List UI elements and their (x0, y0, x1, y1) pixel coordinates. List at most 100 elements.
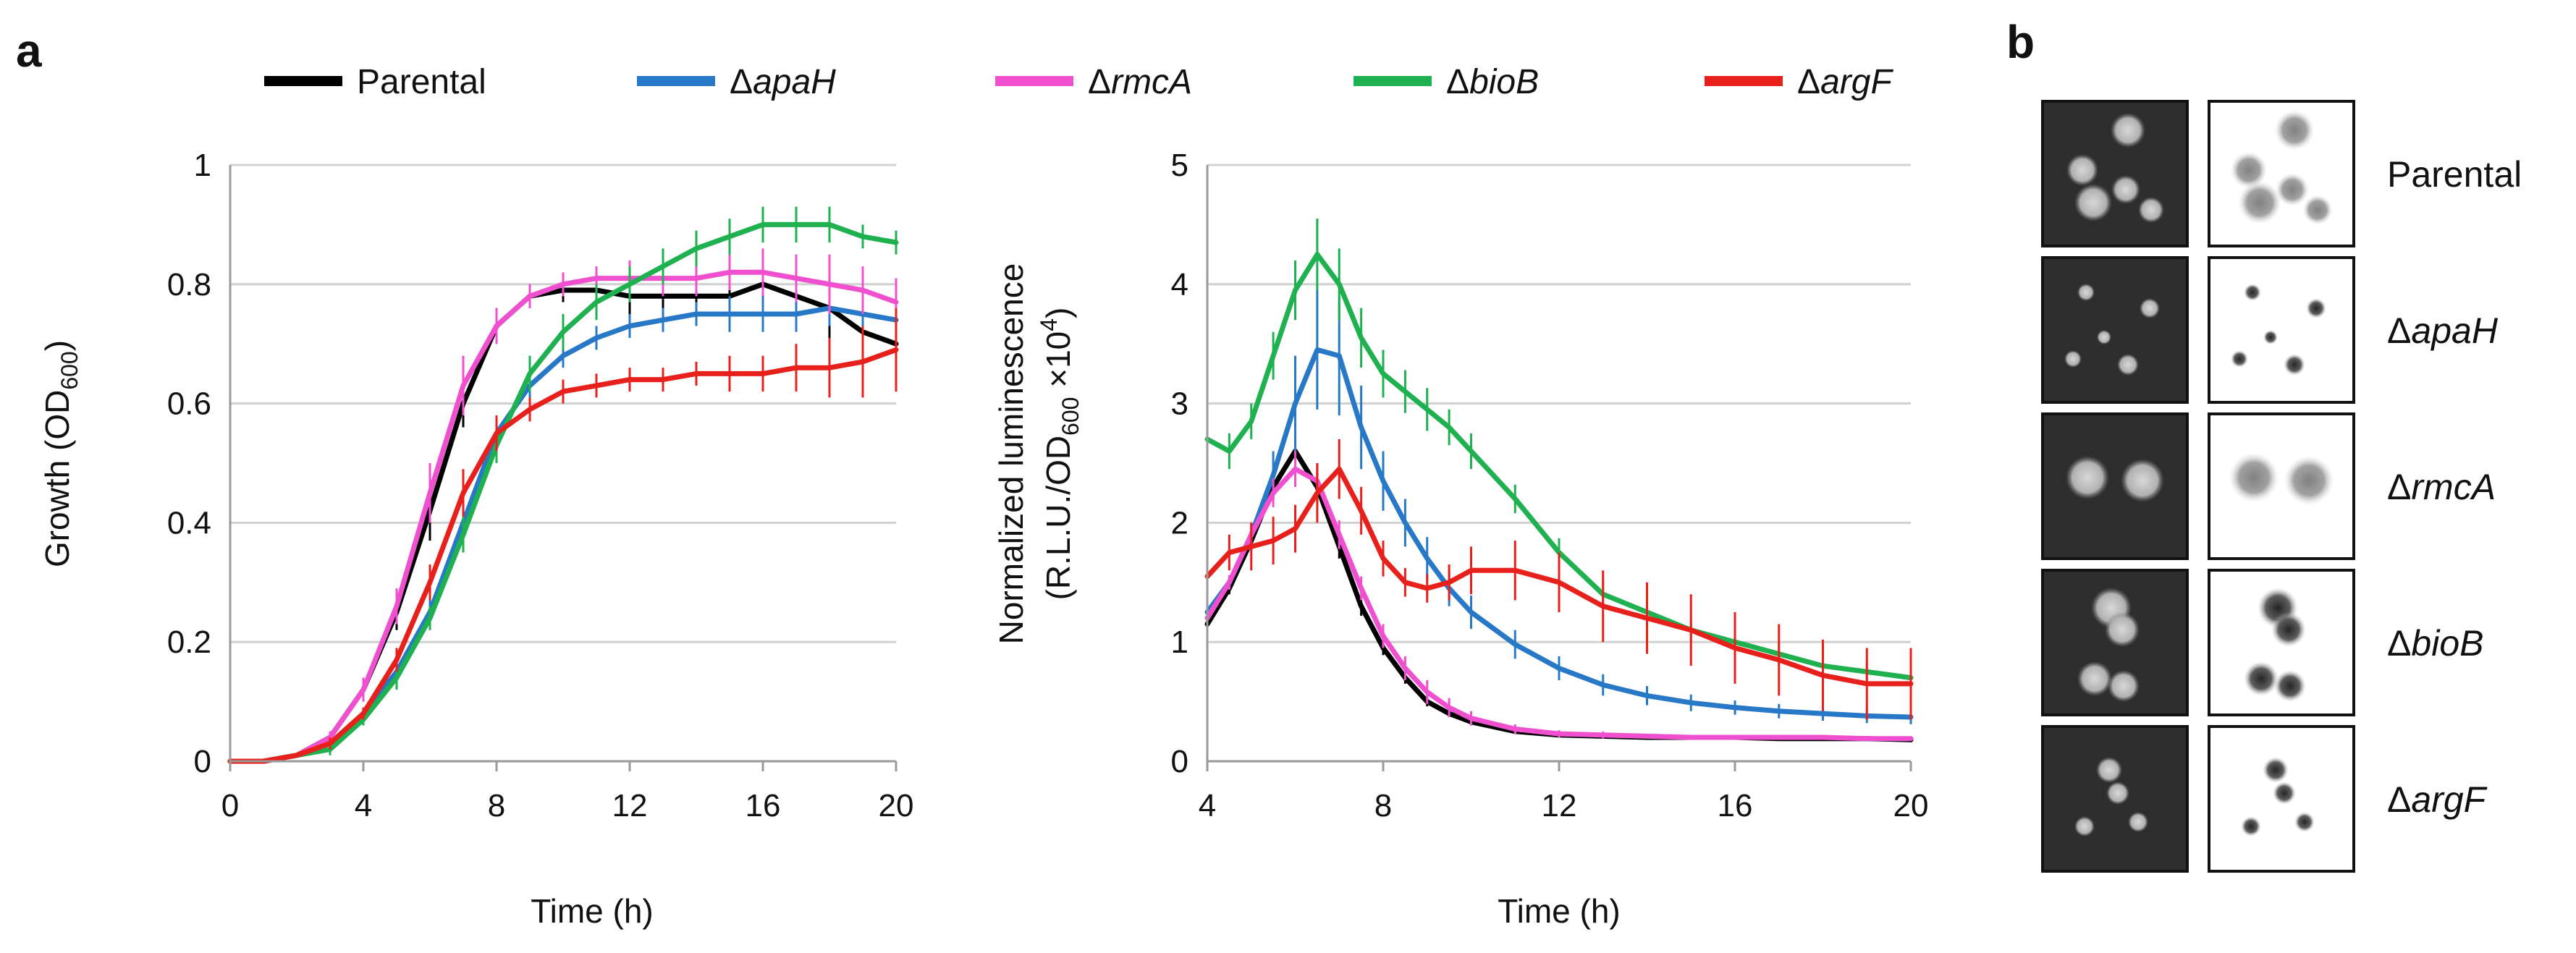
growth-x-tick-label: 16 (746, 788, 781, 823)
colony-spot (2284, 354, 2305, 376)
luminescence-x-tick-label: 20 (1893, 788, 1929, 823)
growth-y-tick-label: 0.6 (167, 386, 211, 422)
colony-strain-label: ΔapaH (2387, 310, 2499, 351)
luminescence-x-tick-label: 4 (1199, 788, 1216, 823)
growth-axes: 0 0.2 0.4 0.6 0.8 1 0 4 8 12 16 20 (167, 148, 914, 823)
colony-spot (2111, 113, 2145, 148)
panel-label-a: a (16, 25, 42, 77)
colony-strain-label: ΔrmcA (2387, 467, 2496, 507)
colony-spot (2241, 816, 2261, 836)
colony-strain-label: ΔargF (2387, 779, 2488, 820)
growth-x-tick-label: 4 (355, 788, 372, 823)
series-line (1204, 466, 1914, 687)
colony-row-delta-biob: ΔbioB (2041, 569, 2483, 716)
colony-spot (2229, 452, 2279, 503)
colony-spot (2117, 354, 2139, 376)
colony-spot (2074, 184, 2112, 221)
colony-inverted-image (2208, 256, 2355, 404)
colony-images-panel: Parental ΔapaH ΔrmcA ΔbioB ΔargF (2041, 100, 2522, 873)
colony-strain-label: ΔbioB (2387, 623, 2483, 664)
colony-spot (2306, 298, 2326, 318)
panel-label-b: b (2006, 16, 2035, 68)
colony-spot (2231, 350, 2248, 368)
colony-spot (2263, 757, 2289, 783)
colony-spot (2273, 782, 2296, 805)
series-line (1204, 466, 1914, 742)
colony-spot (2284, 455, 2334, 506)
colony-strain-label: Parental (2387, 154, 2522, 195)
legend-item-delta-argf: ΔargF (1705, 63, 1893, 101)
growth-y-axis-label: Growth (OD600) (38, 340, 83, 567)
growth-y-tick-label: 0 (194, 744, 211, 779)
series-line (1204, 252, 1914, 681)
luminescence-y-tick-label: 2 (1171, 505, 1188, 541)
luminescence-series (1204, 219, 1914, 742)
colony-row-delta-rmca: ΔrmcA (2041, 412, 2496, 560)
colony-spot (2121, 459, 2164, 502)
colony-spot (2244, 284, 2261, 301)
colony-spot (2066, 154, 2098, 186)
series-line (227, 347, 899, 764)
luminescence-y-axis-label-line1: Normalized luminescence (992, 263, 1030, 645)
legend-item-delta-apah: ΔapaH (637, 63, 836, 101)
growth-chart: 0 0.2 0.4 0.6 0.8 1 0 4 8 12 16 20 Time (h) Growth … (38, 148, 913, 930)
colony-fluorescence-image (2041, 256, 2189, 404)
colony-spot (2138, 197, 2164, 223)
luminescence-x-tick-label: 8 (1374, 788, 1392, 823)
colony-spot (2274, 670, 2306, 702)
colony-spot (2302, 195, 2333, 225)
colony-spot (2238, 181, 2281, 224)
growth-series (227, 206, 899, 764)
series-line (227, 269, 899, 764)
growth-y-tick-label: 0.8 (167, 267, 211, 302)
colony-spot (2230, 151, 2268, 189)
growth-series-delta-argf (227, 308, 899, 764)
colony-spot (2128, 812, 2148, 832)
growth-x-tick-label: 12 (612, 788, 648, 823)
colony-row-delta-argf: ΔargF (2041, 725, 2488, 873)
growth-x-axis-label: Time (h) (531, 892, 654, 930)
colony-spot (2276, 173, 2309, 206)
colony-spot (2274, 110, 2315, 151)
colony-spot (2263, 330, 2278, 344)
luminescence-y-tick-label: 4 (1171, 267, 1188, 302)
colony-spot (2066, 456, 2109, 499)
luminescence-x-axis-label: Time (h) (1498, 892, 1621, 930)
legend-label: ΔrmcA (1088, 63, 1192, 101)
legend-item-parental: Parental (264, 63, 486, 101)
colony-fluorescence-image (2041, 412, 2189, 560)
luminescence-y-axis-label-line2: (R.L.U./OD600 ×104) (1036, 308, 1084, 601)
legend-label: Parental (357, 63, 486, 101)
luminescence-y-tick-label: 3 (1171, 386, 1188, 422)
growth-series-delta-rmca (227, 248, 899, 764)
colony-spot (2294, 812, 2315, 832)
growth-x-tick-label: 8 (488, 788, 505, 823)
colony-spot (2077, 661, 2112, 696)
legend-label: ΔargF (1797, 63, 1893, 101)
colony-spot (2271, 612, 2306, 647)
growth-y-tick-label: 0.4 (167, 505, 211, 541)
colony-spot (2097, 330, 2111, 344)
luminescence-x-tick-label: 12 (1542, 788, 1577, 823)
legend-label: ΔapaH (730, 63, 836, 101)
colony-spot (2140, 298, 2160, 318)
luminescence-series-delta-biob (1204, 219, 1914, 687)
legend-item-delta-rmca: ΔrmcA (995, 63, 1192, 101)
growth-x-tick-label: 20 (879, 788, 914, 823)
colony-spot (2077, 284, 2095, 301)
colony-row-parental: Parental (2041, 100, 2522, 247)
luminescence-y-tick-label: 5 (1171, 148, 1188, 183)
colony-spot (2074, 816, 2095, 836)
colony-spot (2111, 175, 2140, 204)
legend-item-delta-biob: ΔbioB (1354, 63, 1539, 101)
luminescence-x-tick-label: 16 (1718, 788, 1753, 823)
growth-y-tick-label: 1 (194, 148, 211, 183)
luminescence-series-delta-argf (1204, 439, 1914, 720)
colony-row-delta-apah: ΔapaH (2041, 256, 2499, 404)
luminescence-y-tick-label: 1 (1171, 624, 1188, 660)
growth-y-tick-label: 0.2 (167, 624, 211, 660)
colony-spot (2096, 757, 2122, 783)
